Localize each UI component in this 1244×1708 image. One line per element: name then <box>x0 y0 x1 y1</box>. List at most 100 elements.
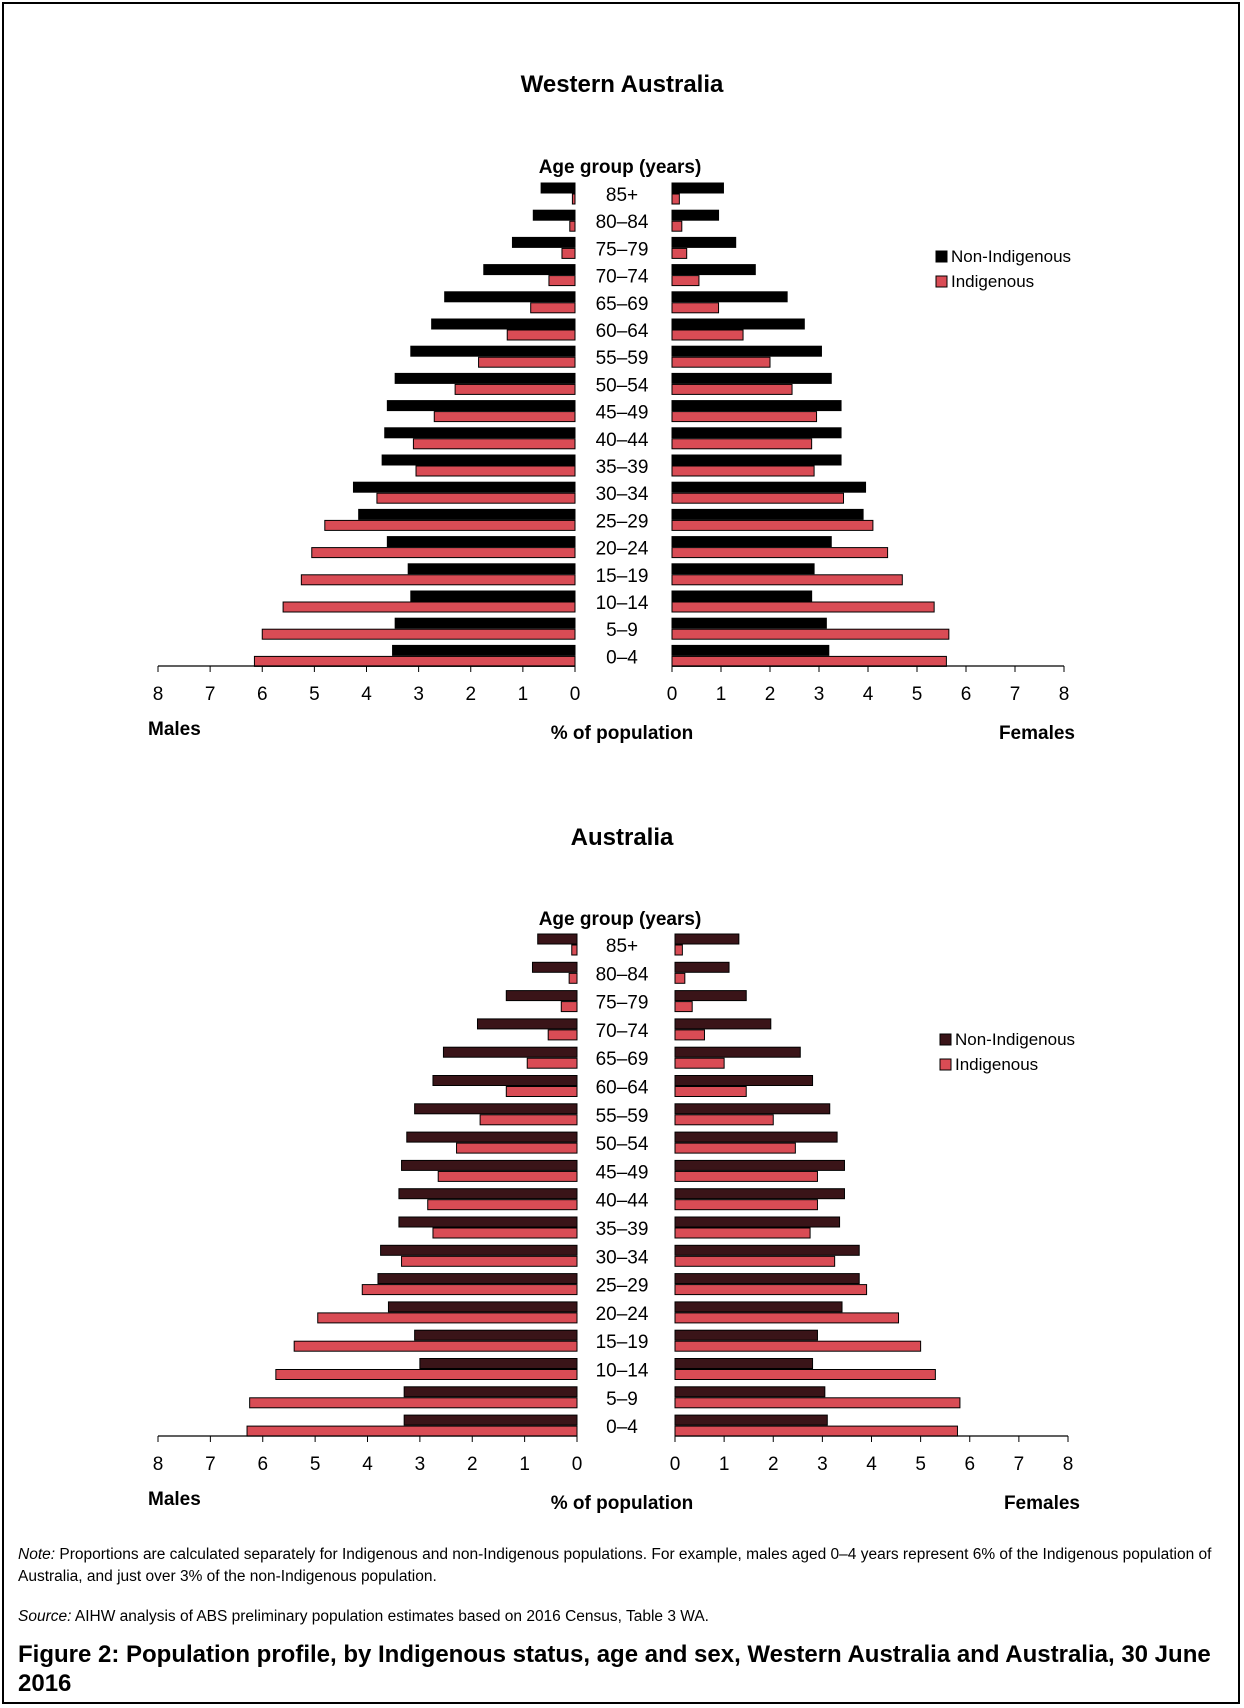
age-label: 10–14 <box>596 1361 649 1382</box>
bar-male-indigenous <box>432 1227 578 1239</box>
bar-female-non-indigenous <box>674 1216 841 1228</box>
bar-male-indigenous <box>311 547 576 559</box>
bar-male-indigenous <box>376 492 576 504</box>
age-label: 35–39 <box>596 457 649 478</box>
x-tick-label-left: 8 <box>153 684 164 705</box>
legend-label: Non-Indigenous <box>951 247 1071 266</box>
males-label: Males <box>148 1489 201 1510</box>
bar-male-non-indigenous <box>432 1075 578 1086</box>
bar-female-non-indigenous <box>674 1301 843 1313</box>
x-tick-label-right: 0 <box>667 684 678 705</box>
bar-male-non-indigenous <box>403 1414 578 1426</box>
x-tick-label-right: 6 <box>961 684 972 705</box>
bar-male-non-indigenous <box>406 1131 578 1143</box>
bar-male-indigenous <box>427 1199 578 1211</box>
bar-female-non-indigenous <box>674 961 730 973</box>
x-tick-label-right: 0 <box>670 1454 681 1475</box>
bar-female-indigenous <box>674 1312 900 1324</box>
age-label: 35–39 <box>596 1219 649 1240</box>
bar-female-indigenous <box>674 1369 936 1380</box>
x-tick-label-right: 6 <box>964 1454 975 1475</box>
x-tick-label-left: 2 <box>467 1454 478 1475</box>
x-tick-label-left: 0 <box>570 684 581 705</box>
bar-male-indigenous <box>548 275 576 287</box>
bar-female-indigenous <box>674 1284 868 1296</box>
bar-female-indigenous <box>671 519 874 531</box>
x-tick-label-left: 6 <box>257 1454 268 1475</box>
bar-female-non-indigenous <box>674 1018 772 1030</box>
x-tick-label-left: 3 <box>413 684 424 705</box>
age-label: 50–54 <box>596 375 649 396</box>
bar-female-non-indigenous <box>671 508 864 520</box>
x-axis-title: % of population <box>551 1493 693 1514</box>
bar-male-indigenous <box>293 1340 578 1352</box>
bar-male-indigenous <box>412 438 576 450</box>
bar-male-indigenous <box>479 1114 578 1126</box>
bar-female-non-indigenous <box>671 644 830 656</box>
x-tick-label-right: 8 <box>1063 1454 1074 1475</box>
bar-female-non-indigenous <box>671 209 720 221</box>
legend-swatch <box>939 1033 952 1046</box>
x-tick-label-right: 5 <box>912 684 923 705</box>
age-label: 70–74 <box>596 1021 649 1042</box>
bar-male-indigenous <box>454 383 576 395</box>
x-axis-title: % of population <box>551 723 693 744</box>
age-label: 20–24 <box>596 1304 649 1325</box>
bar-male-non-indigenous <box>403 1386 578 1398</box>
x-tick-label-left: 6 <box>257 684 268 705</box>
bar-male-indigenous <box>530 302 576 314</box>
x-tick-label-left: 1 <box>518 684 529 705</box>
figure-caption: Figure 2: Population profile, by Indigen… <box>18 1641 1211 1697</box>
x-tick-label-left: 2 <box>465 684 476 705</box>
bar-female-non-indigenous <box>674 1131 838 1143</box>
bar-male-indigenous <box>505 1086 578 1097</box>
note-label: Note: <box>18 1546 56 1563</box>
x-tick-label-left: 8 <box>153 1454 164 1475</box>
bar-female-non-indigenous <box>674 1159 845 1171</box>
bar-female-indigenous <box>671 465 815 477</box>
bar-male-non-indigenous <box>352 481 576 493</box>
x-tick-label-left: 1 <box>519 1454 530 1475</box>
bar-male-non-indigenous <box>532 209 576 221</box>
bar-male-indigenous <box>433 411 576 423</box>
bar-male-non-indigenous <box>419 1358 578 1369</box>
x-tick-label-left: 4 <box>361 684 372 705</box>
bar-male-non-indigenous <box>410 345 576 357</box>
bar-male-indigenous <box>547 1029 578 1041</box>
figure-source: Source: AIHW analysis of ABS preliminary… <box>18 1606 1223 1628</box>
males-label: Males <box>148 719 201 740</box>
age-label: 5–9 <box>606 620 638 641</box>
x-tick-label-left: 4 <box>362 1454 373 1475</box>
age-label: 45–49 <box>596 1162 649 1183</box>
bar-male-indigenous <box>415 465 576 477</box>
x-tick-label-left: 5 <box>309 684 320 705</box>
bar-male-indigenous <box>561 247 576 259</box>
x-tick-label-right: 3 <box>817 1454 828 1475</box>
bar-female-indigenous <box>671 574 903 586</box>
bar-male-indigenous <box>568 972 578 984</box>
bar-female-indigenous <box>671 193 680 205</box>
bar-female-non-indigenous <box>674 1273 860 1285</box>
bar-female-non-indigenous <box>671 400 842 412</box>
bar-female-non-indigenous <box>671 563 815 575</box>
bar-female-non-indigenous <box>671 345 822 357</box>
bar-male-non-indigenous <box>431 318 576 330</box>
bar-male-non-indigenous <box>386 400 576 412</box>
bar-male-indigenous <box>324 519 576 531</box>
bar-female-non-indigenous <box>671 481 867 493</box>
bar-male-non-indigenous <box>531 961 578 973</box>
bar-male-indigenous <box>526 1057 578 1069</box>
x-tick-label-left: 5 <box>310 1454 321 1475</box>
bar-female-indigenous <box>671 356 771 368</box>
bar-female-indigenous <box>674 1114 774 1126</box>
age-label: 10–14 <box>596 593 649 614</box>
bar-male-non-indigenous <box>380 1244 578 1256</box>
bar-female-non-indigenous <box>671 236 737 248</box>
x-tick-label-left: 0 <box>572 1454 583 1475</box>
bar-male-non-indigenous <box>387 1301 578 1313</box>
bar-female-non-indigenous <box>674 1046 801 1058</box>
bar-male-non-indigenous <box>401 1159 578 1171</box>
bar-female-non-indigenous <box>674 1075 814 1086</box>
age-label: 75–79 <box>596 239 649 260</box>
